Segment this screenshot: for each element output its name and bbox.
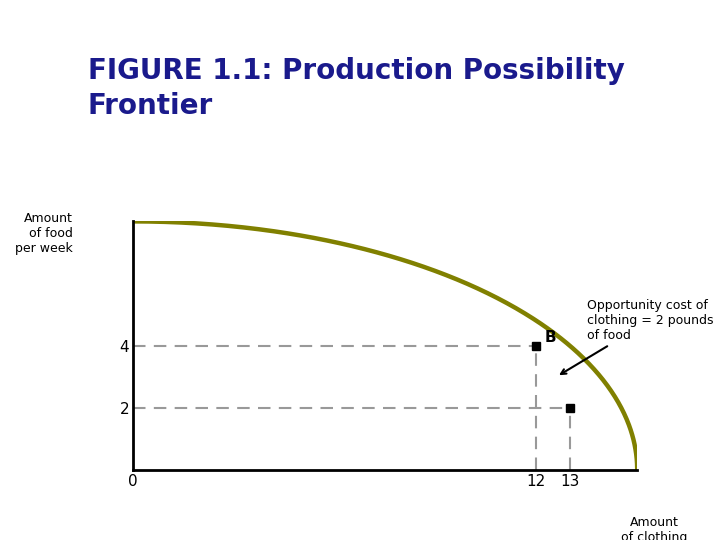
Text: FIGURE 1.1: Production Possibility
Frontier: FIGURE 1.1: Production Possibility Front… [88, 57, 624, 120]
Text: Opportunity cost of
clothing = 2 pounds
of food: Opportunity cost of clothing = 2 pounds … [561, 299, 714, 374]
Text: Amount
of food
per week: Amount of food per week [15, 212, 73, 255]
Text: 12: 12 [13, 504, 48, 528]
Text: B: B [545, 330, 557, 345]
Text: Amount
of clothing
per week: Amount of clothing per week [621, 516, 687, 540]
